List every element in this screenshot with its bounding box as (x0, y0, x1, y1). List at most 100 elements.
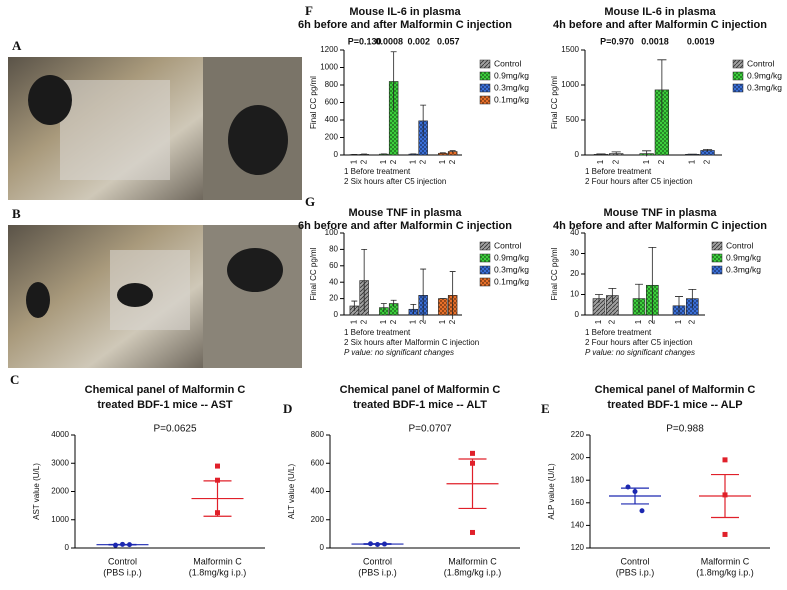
y-tick-label: 60 (329, 261, 338, 270)
data-point (625, 484, 631, 490)
x-tick-label: 2 (703, 159, 712, 164)
chart-subtitle: treated BDF-1 mice -- AST (97, 399, 233, 411)
y-axis-title: ALT value (U/L) (287, 464, 296, 520)
data-point (470, 529, 475, 535)
y-tick-label: 40 (570, 228, 579, 237)
photo-a (8, 57, 302, 200)
x-tick-label: 1 (634, 319, 643, 324)
legend-swatch (732, 71, 744, 81)
x-tick-label: 2 (611, 159, 620, 164)
panel-label: F (305, 3, 313, 18)
error-bar (608, 287, 617, 303)
chart-title: Mouse TNF in plasma (603, 207, 717, 219)
note: 1 Before treatment (585, 167, 652, 176)
legend-swatch (479, 241, 491, 251)
y-tick-label: 100 (325, 228, 339, 237)
x-tick-sublabel: (PBS i.p.) (358, 567, 397, 577)
y-tick-label: 400 (325, 115, 339, 124)
note: 2 Six hours after C5 injection (344, 177, 446, 186)
legend-swatch (479, 71, 491, 81)
y-tick-label: 2000 (51, 487, 69, 496)
error-bar (611, 151, 621, 156)
data-point (722, 457, 728, 463)
error-bar (458, 458, 487, 510)
x-tick-label: 1 (408, 319, 417, 324)
legend-swatch (479, 265, 491, 275)
error-bar (702, 149, 713, 152)
chart-title: Chemical panel of Malformin C (595, 384, 756, 396)
y-tick-label: 800 (325, 80, 339, 89)
legend-swatch (479, 83, 491, 93)
y-tick-label: 3000 (51, 458, 69, 467)
legend-swatch (732, 59, 744, 69)
y-tick-label: 600 (325, 98, 339, 107)
x-tick-sublabel: (1.8mg/kg i.p.) (189, 567, 247, 577)
legend-swatch (479, 59, 491, 69)
error-bar (390, 51, 397, 112)
note: 1 Before treatment (585, 328, 652, 337)
x-tick-label: 1 (379, 319, 388, 324)
x-tick-label: 1 (408, 159, 417, 164)
x-tick-label: 1 (379, 159, 388, 164)
x-tick-label: 2 (687, 319, 696, 324)
x-tick-label: 1 (438, 159, 447, 164)
p-value: P=0.0625 (153, 424, 197, 435)
error-bar (439, 152, 446, 154)
error-bar (361, 153, 368, 155)
data-point (639, 508, 645, 514)
x-tick-label: 2 (418, 319, 427, 324)
legend-label: 0.3mg/kg (494, 264, 529, 274)
x-tick-label: 1 (642, 159, 651, 164)
chart-subtitle: 4h before and after Malformin C injectio… (553, 19, 767, 31)
y-tick-label: 20 (329, 294, 338, 303)
error-bar (642, 150, 652, 157)
panel-label: B (12, 206, 21, 221)
error-bar (203, 480, 232, 517)
x-tick-label: 1 (349, 319, 358, 324)
error-bar (657, 59, 667, 120)
y-tick-label: 1000 (320, 63, 338, 72)
legend-label: 0.9mg/kg (494, 70, 529, 80)
error-bar (361, 249, 368, 312)
y-tick-label: 200 (571, 453, 585, 462)
chart-subtitle: 4h before and after Malformin C injectio… (553, 220, 767, 232)
error-bar (420, 268, 427, 322)
y-tick-label: 0 (320, 543, 325, 552)
note: 2 Four hours after C5 injection (585, 338, 693, 347)
p-value: 0.002 (407, 36, 430, 46)
error-bar (420, 104, 427, 137)
y-tick-label: 0 (575, 150, 580, 159)
error-bar (351, 300, 358, 311)
data-point (722, 531, 728, 537)
chart-title: Mouse TNF in plasma (348, 207, 462, 219)
error-bar (410, 303, 417, 315)
x-tick-label: 2 (448, 319, 457, 324)
x-tick-label: Control (620, 556, 649, 566)
x-tick-label: Malformin C (448, 556, 497, 566)
y-tick-label: 400 (311, 487, 325, 496)
legend-label: 0.3mg/kg (494, 82, 529, 92)
x-tick-sublabel: (1.8mg/kg i.p.) (444, 567, 502, 577)
y-tick-label: 220 (571, 430, 585, 439)
error-bar (595, 294, 603, 303)
error-bar (410, 153, 417, 155)
y-tick-label: 10 (570, 290, 579, 299)
panel-label: E (541, 401, 550, 416)
error-bar (108, 543, 137, 546)
error-bar (675, 296, 683, 315)
y-axis-title: Final CC pg/ml (550, 76, 559, 129)
legend-label: Control (747, 58, 775, 68)
y-axis-title: Final CC pg/ml (309, 76, 318, 129)
x-tick-label: Malformin C (701, 556, 750, 566)
y-tick-label: 0 (575, 310, 580, 319)
legend-label: 0.9mg/kg (747, 70, 782, 80)
note: P value: no significant changes (344, 348, 454, 357)
legend-label: 0.9mg/kg (494, 252, 529, 262)
error-bar (380, 303, 387, 312)
legend-label: Control (494, 240, 522, 250)
legend-label: 0.3mg/kg (726, 264, 761, 274)
legend-swatch (732, 83, 744, 93)
error-bar (363, 543, 392, 545)
